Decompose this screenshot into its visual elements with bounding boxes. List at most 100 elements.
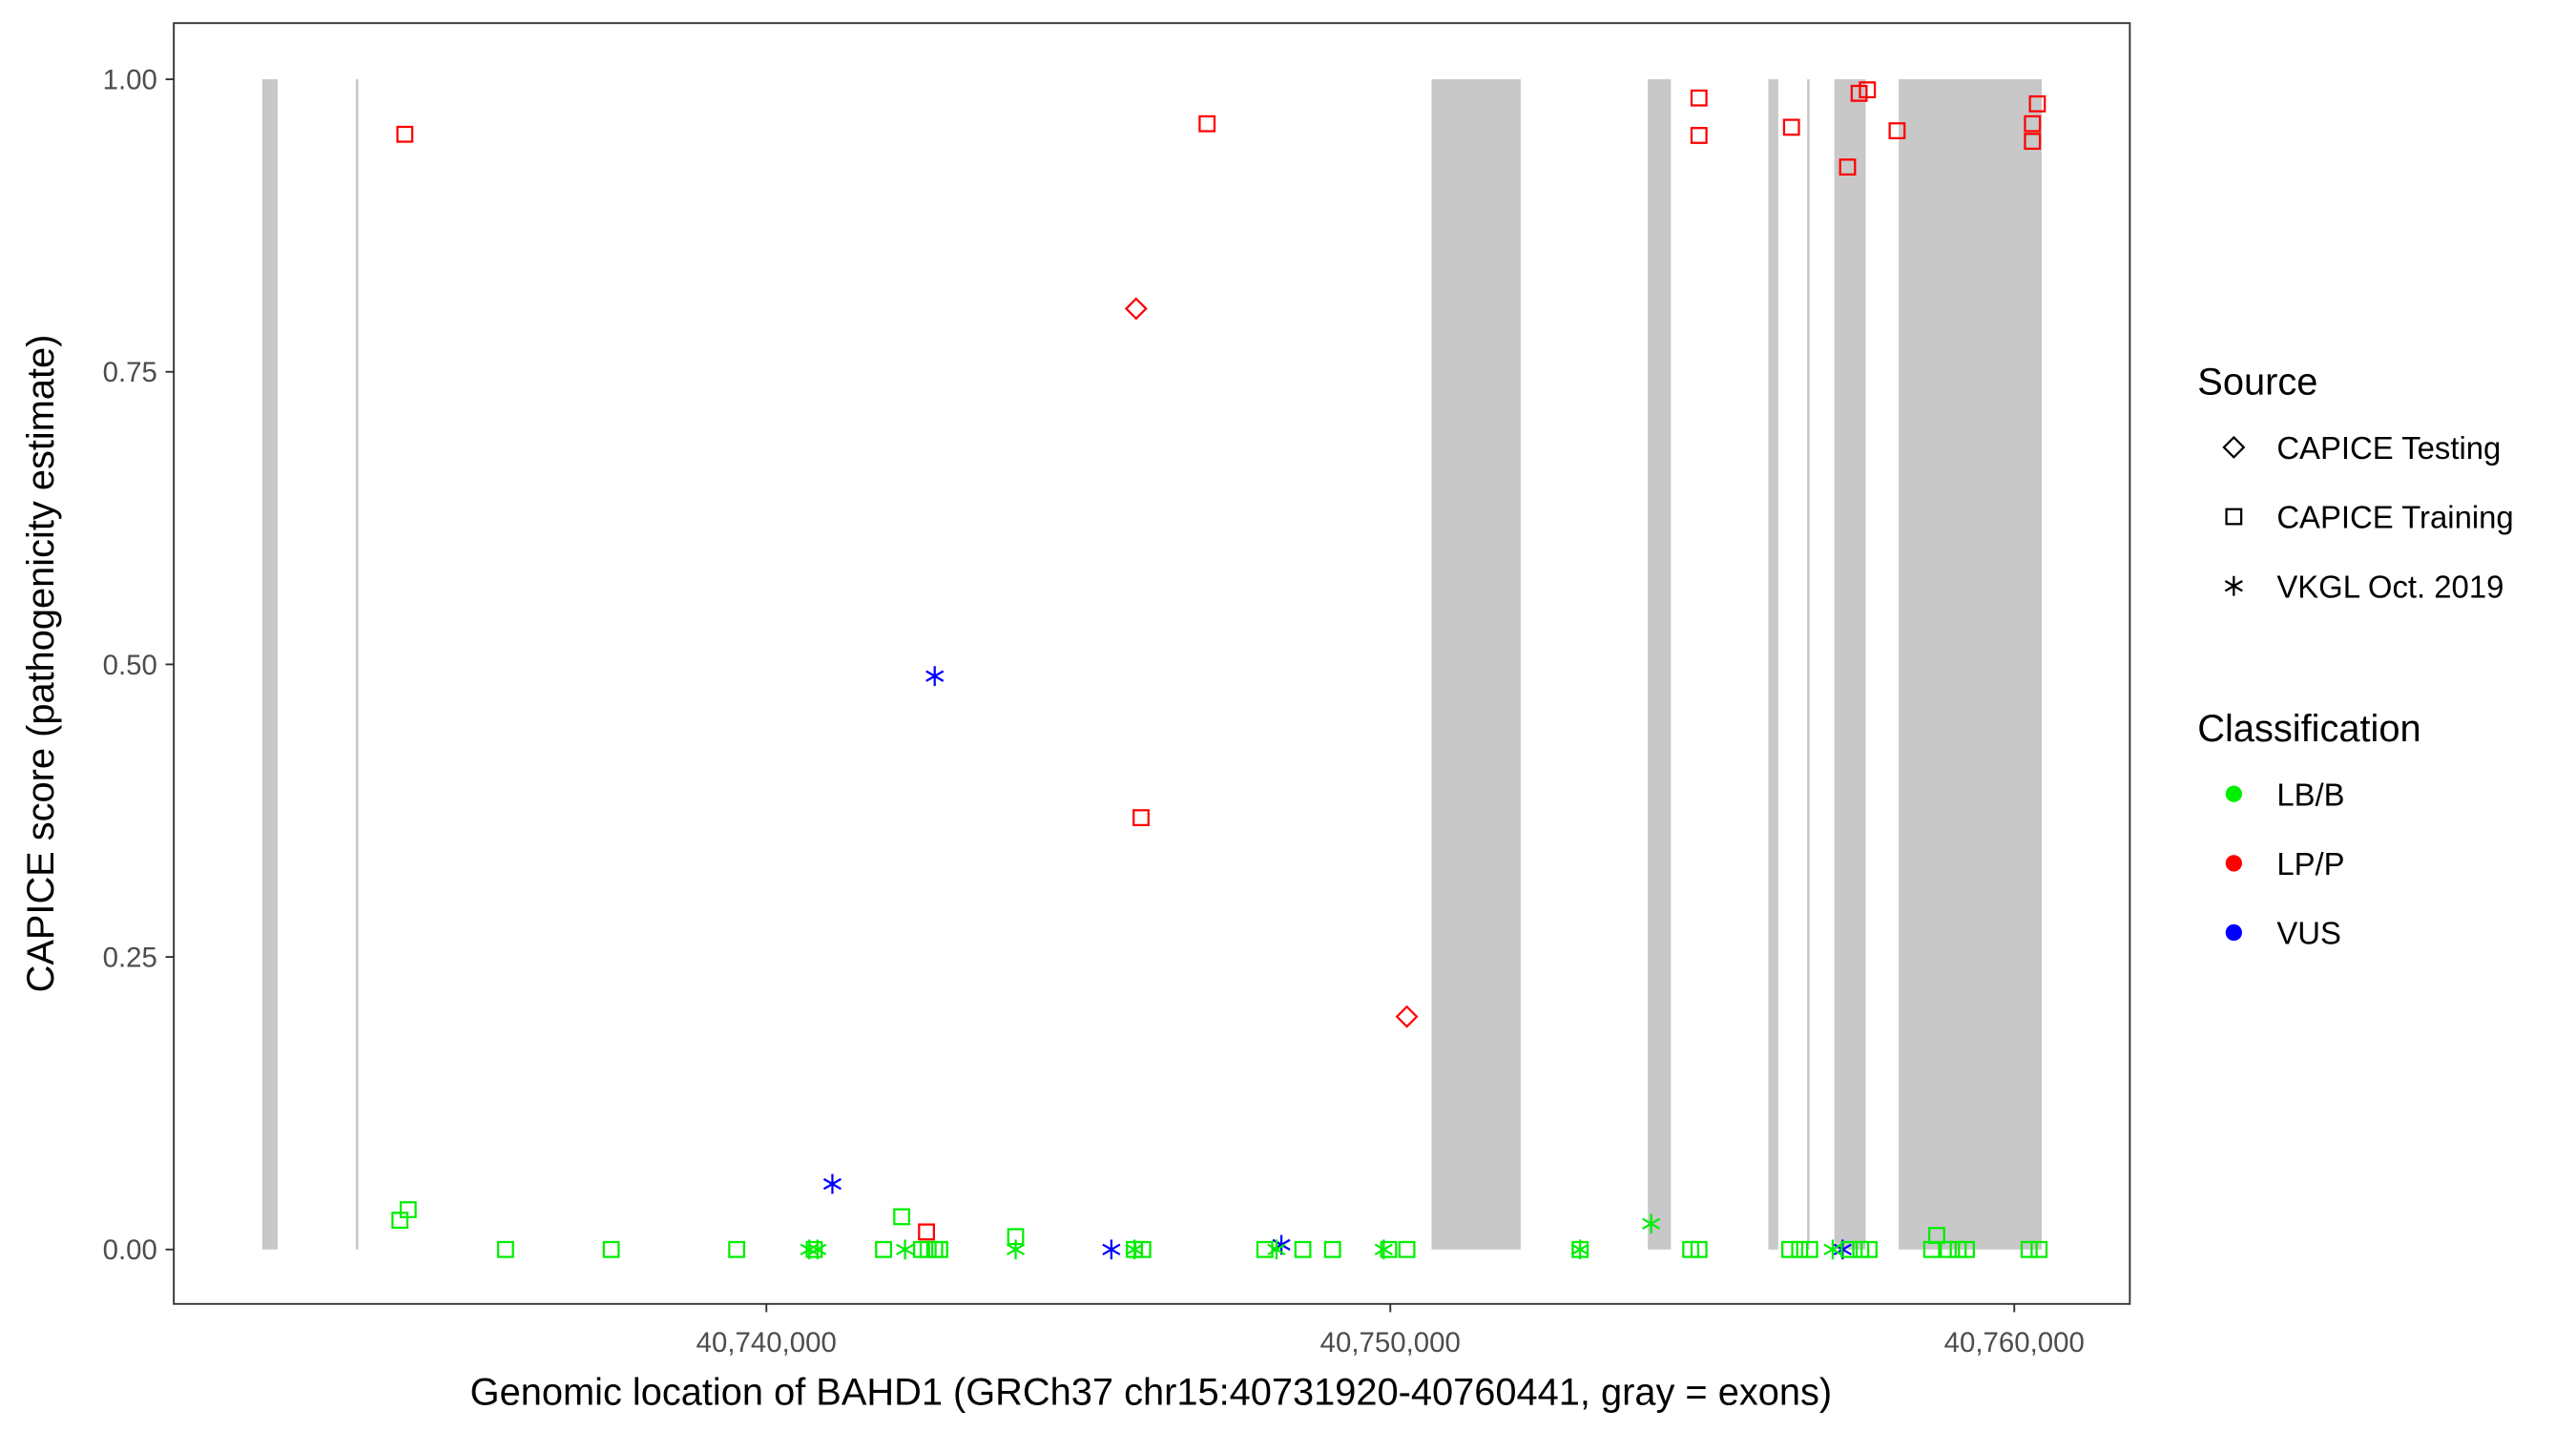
exon-band: [1807, 79, 1810, 1250]
data-point: [2024, 114, 2042, 133]
data-point: [728, 1240, 746, 1258]
data-point: [1781, 1240, 1798, 1258]
y-tick-label: 0.00: [103, 1234, 157, 1266]
square-marker: [396, 125, 414, 143]
data-point: [1380, 1240, 1398, 1258]
data-point: [602, 1240, 620, 1258]
square-marker: [805, 1240, 823, 1258]
data-point: [1571, 1240, 1589, 1258]
square-marker: [1294, 1240, 1312, 1258]
square-marker: [2020, 1240, 2038, 1258]
exon-band: [1431, 79, 1521, 1250]
data-point: [1782, 118, 1800, 136]
square-marker: [2028, 94, 2046, 113]
exon-band: [355, 79, 359, 1250]
data-point: [893, 1208, 911, 1226]
legend-key-square-icon: [2225, 508, 2243, 526]
square-marker: [1198, 114, 1216, 133]
square-marker: [496, 1240, 514, 1258]
asterisk-marker: [808, 1239, 827, 1260]
data-point: [1800, 1240, 1818, 1258]
square-marker: [1133, 1240, 1152, 1258]
square-marker: [602, 1240, 620, 1258]
data-point: [2028, 94, 2046, 113]
square-marker: [2024, 114, 2042, 133]
diamond-marker: [1395, 1005, 1419, 1028]
data-point: [1294, 1240, 1312, 1258]
data-point: [808, 1239, 827, 1260]
data-point: [1958, 1240, 1975, 1258]
legend-class-label: LB/B: [2276, 777, 2344, 812]
asterisk-marker: [2224, 575, 2243, 596]
legend-key-diamond-icon: [2222, 435, 2246, 459]
asterisk-marker: [925, 666, 945, 687]
square-marker: [893, 1208, 911, 1226]
data-point: [1859, 81, 1877, 99]
square-marker: [931, 1240, 948, 1258]
asterisk-marker: [822, 1173, 842, 1194]
square-marker: [1398, 1240, 1416, 1258]
data-point: [1323, 1240, 1341, 1258]
data-point: [1006, 1239, 1026, 1260]
square-marker: [1928, 1227, 1945, 1244]
asterisk-marker: [1267, 1239, 1286, 1260]
square-marker: [1840, 1240, 1859, 1258]
asterisk-marker: [1642, 1213, 1661, 1234]
data-point: [1256, 1240, 1274, 1258]
x-axis: 40,740,000 40,750,000 40,760,000: [696, 1303, 2085, 1358]
data-points: [391, 81, 2048, 1260]
data-point: [2024, 133, 2042, 151]
exon-band: [1648, 79, 1672, 1250]
legend-source-label: CAPICE Training: [2276, 500, 2513, 535]
square-marker: [728, 1240, 746, 1258]
data-point: [931, 1240, 948, 1258]
square-marker: [2030, 1240, 2048, 1258]
y-tick-label: 0.75: [103, 357, 157, 388]
legend-key-dot-icon: [2225, 855, 2242, 872]
asterisk-marker: [896, 1239, 915, 1260]
exon-band: [1899, 79, 2043, 1250]
square-marker: [1690, 1240, 1708, 1258]
x-axis-label: Genomic location of BAHD1 (GRCh37 chr15:…: [470, 1371, 1832, 1413]
square-marker: [1690, 89, 1708, 107]
diamond-marker: [1124, 297, 1148, 321]
data-point: [1267, 1239, 1286, 1260]
square-marker: [2225, 508, 2243, 526]
data-point: [1395, 1005, 1419, 1028]
data-point: [896, 1239, 915, 1260]
square-marker: [1132, 809, 1150, 827]
data-point: [399, 1201, 417, 1218]
data-point: [1839, 158, 1857, 176]
y-tick-label: 1.00: [103, 64, 157, 95]
legend-key-asterisk-icon: [2224, 575, 2243, 596]
y-tick-label: 0.25: [103, 942, 157, 973]
exon-bands: [261, 79, 2043, 1250]
x-tick-label: 40,750,000: [1320, 1327, 1461, 1358]
exon-band: [1768, 79, 1778, 1250]
square-marker: [918, 1223, 935, 1241]
square-marker: [2024, 133, 2042, 151]
square-marker: [1256, 1240, 1274, 1258]
data-point: [1198, 114, 1216, 133]
data-point: [1940, 1240, 1957, 1258]
legend: Source Classification CAPICE Testing CAPI…: [2197, 361, 2513, 950]
asterisk-marker: [1102, 1239, 1121, 1260]
y-axis: 0.00 0.25 0.50 0.75 1.00: [103, 64, 175, 1266]
square-marker: [1323, 1240, 1341, 1258]
square-marker: [1859, 81, 1877, 99]
data-point: [1690, 1240, 1708, 1258]
square-marker: [1380, 1240, 1398, 1258]
data-point: [1823, 1239, 1842, 1260]
data-point: [1102, 1239, 1121, 1260]
square-marker: [1940, 1240, 1957, 1258]
diamond-marker: [2222, 435, 2246, 459]
data-point: [1791, 1240, 1809, 1258]
data-point: [1124, 297, 1148, 321]
square-marker: [399, 1201, 417, 1218]
square-marker: [1571, 1240, 1589, 1258]
square-marker: [1839, 158, 1857, 176]
data-point: [2020, 1240, 2038, 1258]
square-marker: [1958, 1240, 1975, 1258]
asterisk-marker: [1823, 1239, 1842, 1260]
